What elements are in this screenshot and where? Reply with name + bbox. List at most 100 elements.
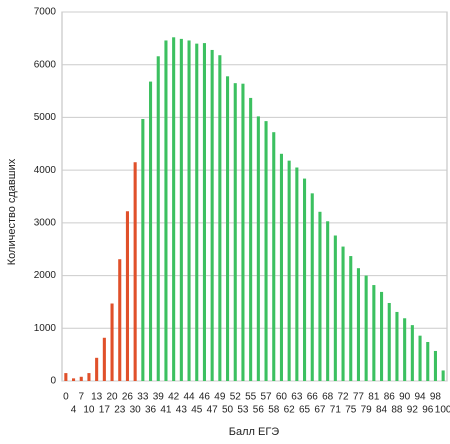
x-tick-label: 84 [376, 405, 388, 416]
x-tick-label: 4 [71, 405, 77, 416]
x-tick-label: 26 [122, 392, 134, 403]
y-tick-label: 5000 [34, 112, 57, 123]
y-tick-label: 2000 [34, 270, 57, 281]
bar [249, 97, 253, 381]
bar [210, 49, 214, 381]
x-tick-label: 68 [322, 392, 334, 403]
x-tick-label: 45 [191, 405, 203, 416]
x-tick-label: 43 [176, 405, 188, 416]
bar [349, 256, 353, 381]
x-tick-label: 30 [130, 405, 142, 416]
x-tick-label: 57 [260, 392, 272, 403]
x-tick-label: 23 [114, 405, 126, 416]
x-tick-label: 81 [368, 392, 380, 403]
bar [172, 37, 176, 381]
bar [102, 337, 106, 381]
y-tick-label: 4000 [34, 165, 57, 176]
x-tick-label: 56 [253, 405, 265, 416]
x-tick-label: 17 [99, 405, 111, 416]
x-tick-label: 0 [63, 392, 69, 403]
bar [341, 246, 345, 381]
bar [364, 275, 368, 381]
bar [125, 211, 129, 381]
bar [79, 376, 83, 381]
bar [395, 311, 399, 381]
bar [118, 259, 122, 381]
bar [333, 235, 337, 381]
bar [156, 56, 160, 381]
x-tick-label: 79 [361, 405, 373, 416]
bar [133, 162, 137, 381]
x-tick-label: 88 [391, 405, 403, 416]
y-tick-label: 6000 [34, 59, 57, 70]
bar [279, 153, 283, 381]
x-tick-label: 94 [414, 392, 426, 403]
bar [87, 373, 91, 381]
bar [326, 221, 330, 381]
bar [264, 121, 268, 382]
x-tick-label: 66 [307, 392, 319, 403]
x-tick-label: 86 [384, 392, 396, 403]
x-tick-label: 92 [407, 405, 419, 416]
x-tick-label: 53 [237, 405, 249, 416]
bar [256, 116, 260, 382]
x-tick-label: 49 [214, 392, 226, 403]
x-tick-label: 63 [291, 392, 303, 403]
x-axis-title: Балл ЕГЭ [229, 426, 280, 438]
bar [433, 350, 437, 381]
x-tick-label: 33 [137, 392, 149, 403]
bar [303, 178, 307, 381]
bar [179, 38, 183, 382]
x-tick-label: 13 [91, 392, 103, 403]
x-tick-label: 58 [268, 405, 280, 416]
bar [110, 303, 114, 381]
bar [426, 341, 430, 381]
x-tick-label: 77 [353, 392, 365, 403]
bar [187, 40, 191, 382]
x-tick-label: 41 [160, 405, 172, 416]
y-tick-label: 7000 [34, 7, 57, 18]
bar [441, 370, 445, 381]
bar [410, 325, 414, 381]
bar [64, 373, 68, 381]
x-tick-label: 20 [106, 392, 118, 403]
y-tick-label: 3000 [34, 217, 57, 228]
x-tick-label: 75 [345, 405, 357, 416]
x-tick-label: 46 [199, 392, 211, 403]
bar [387, 302, 391, 381]
x-tick-label: 71 [330, 405, 342, 416]
x-tick-label: 44 [183, 392, 195, 403]
x-tick-label: 72 [337, 392, 349, 403]
x-tick-label: 50 [222, 405, 234, 416]
bar [356, 268, 360, 381]
y-tick-label: 0 [50, 376, 56, 387]
bar [380, 291, 384, 381]
x-tick-label: 42 [168, 392, 180, 403]
bar [287, 160, 291, 381]
bar [164, 40, 168, 382]
x-tick-label: 55 [245, 392, 257, 403]
x-tick-label: 7 [78, 392, 84, 403]
bar [95, 357, 99, 381]
x-tick-label: 65 [299, 405, 311, 416]
x-tick-label: 10 [83, 405, 95, 416]
x-tick-label: 100 [435, 405, 450, 416]
x-tick-label: 47 [207, 405, 219, 416]
bar [272, 132, 276, 381]
x-tick-label: 62 [284, 405, 296, 416]
bar [233, 83, 237, 382]
x-tick-label: 98 [430, 392, 442, 403]
bar [141, 119, 145, 381]
bar [72, 378, 76, 381]
x-tick-label: 96 [422, 405, 434, 416]
x-tick-label: 67 [314, 405, 326, 416]
bar [241, 83, 245, 381]
bar [372, 285, 376, 381]
bar [403, 318, 407, 381]
bar [310, 193, 314, 381]
bar [318, 211, 322, 381]
bar [295, 167, 299, 381]
bar [218, 55, 222, 382]
y-tick-label: 1000 [34, 323, 57, 334]
y-axis-title: Количество сдавших [6, 158, 18, 265]
